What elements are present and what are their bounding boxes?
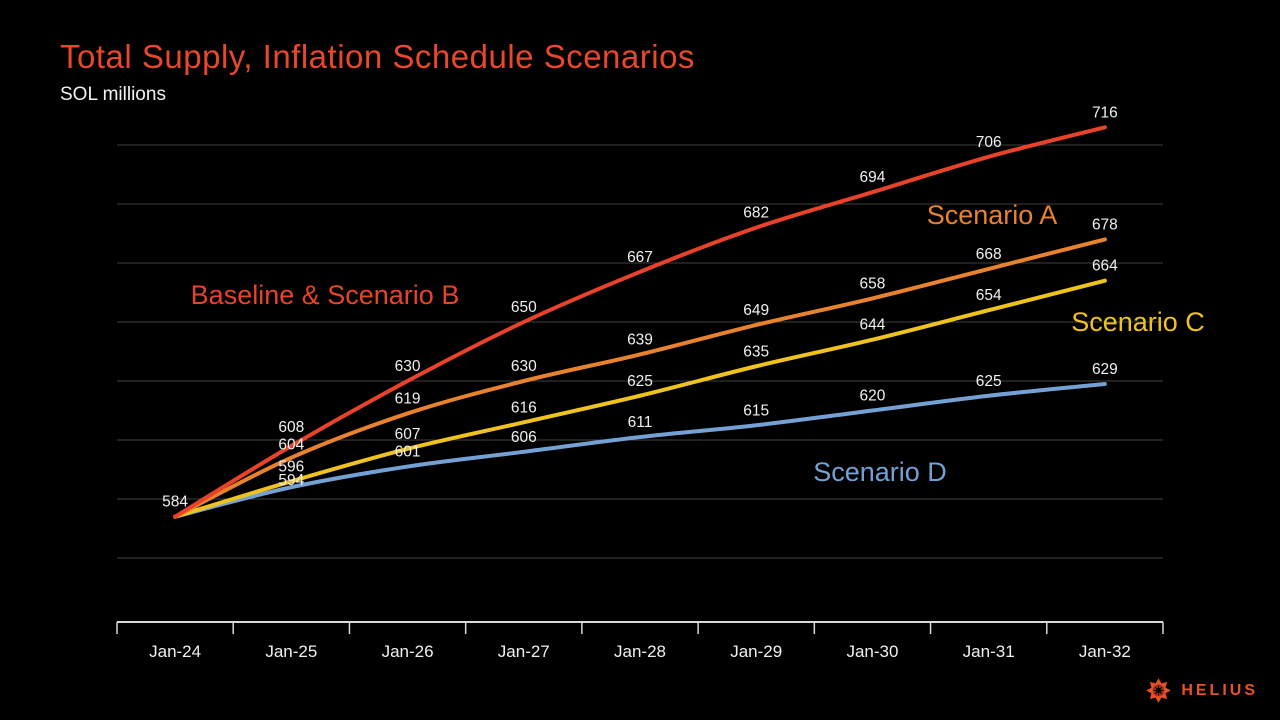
point-label: 639 <box>627 331 653 348</box>
point-label: 650 <box>511 299 537 316</box>
point-label: 668 <box>976 246 1002 263</box>
series-annotation-scenario-a: Scenario A <box>927 200 1058 230</box>
point-label: 654 <box>976 287 1002 304</box>
point-label: 678 <box>1092 216 1118 233</box>
x-tick-label: Jan-28 <box>614 642 666 661</box>
point-label: 667 <box>627 249 653 266</box>
x-tick-label: Jan-27 <box>498 642 550 661</box>
point-label: 607 <box>395 426 421 443</box>
point-label: 630 <box>395 358 421 375</box>
series-annotation-scenario-c: Scenario C <box>1071 307 1205 337</box>
point-label: 606 <box>511 429 537 446</box>
brand-footer: HELIUS <box>1145 677 1258 704</box>
point-label: 682 <box>743 205 769 222</box>
point-label: 619 <box>395 390 421 407</box>
x-tick-label: Jan-31 <box>963 642 1015 661</box>
point-label: 630 <box>511 358 537 375</box>
series-line-scenario-c <box>173 278 1107 519</box>
point-label: 604 <box>278 437 304 454</box>
page-title: Total Supply, Inflation Schedule Scenari… <box>60 38 695 75</box>
brand-name: HELIUS <box>1181 681 1258 699</box>
point-label: 608 <box>278 419 304 436</box>
point-label: 625 <box>627 373 653 390</box>
x-tick-label: Jan-29 <box>730 642 782 661</box>
point-label: 629 <box>1092 361 1118 378</box>
x-tick-label: Jan-32 <box>1079 642 1131 661</box>
point-label: 644 <box>860 317 886 334</box>
point-label: 584 <box>162 494 188 511</box>
point-label: 625 <box>976 373 1002 390</box>
point-label: 601 <box>395 444 421 461</box>
page-subtitle: SOL millions <box>60 84 166 105</box>
point-label: 611 <box>628 414 653 431</box>
point-label: 616 <box>511 399 537 416</box>
point-label: 596 <box>278 458 304 475</box>
point-label: 594 <box>278 472 304 489</box>
point-label: 649 <box>743 302 769 319</box>
x-tick-label: Jan-26 <box>382 642 434 661</box>
series-annotation-baseline-scenario-b: Baseline & Scenario B <box>191 280 460 310</box>
x-tick-label: Jan-30 <box>846 642 898 661</box>
x-tick-label: Jan-24 <box>149 642 201 661</box>
point-label: 706 <box>976 134 1002 151</box>
point-label: 664 <box>1092 258 1118 275</box>
point-label: 635 <box>743 343 769 360</box>
series-line-baseline-scenario-b <box>173 125 1107 519</box>
point-label: 658 <box>860 275 886 292</box>
point-label: 694 <box>860 169 886 186</box>
point-label: 716 <box>1092 104 1118 121</box>
series-annotation-scenario-d: Scenario D <box>813 457 947 487</box>
x-tick-label: Jan-25 <box>265 642 317 661</box>
point-label: 620 <box>860 388 886 405</box>
point-label: 615 <box>743 402 769 419</box>
series-line-scenario-a <box>173 237 1107 519</box>
helius-logo-icon <box>1146 678 1172 703</box>
series-line-scenario-d <box>173 381 1107 519</box>
